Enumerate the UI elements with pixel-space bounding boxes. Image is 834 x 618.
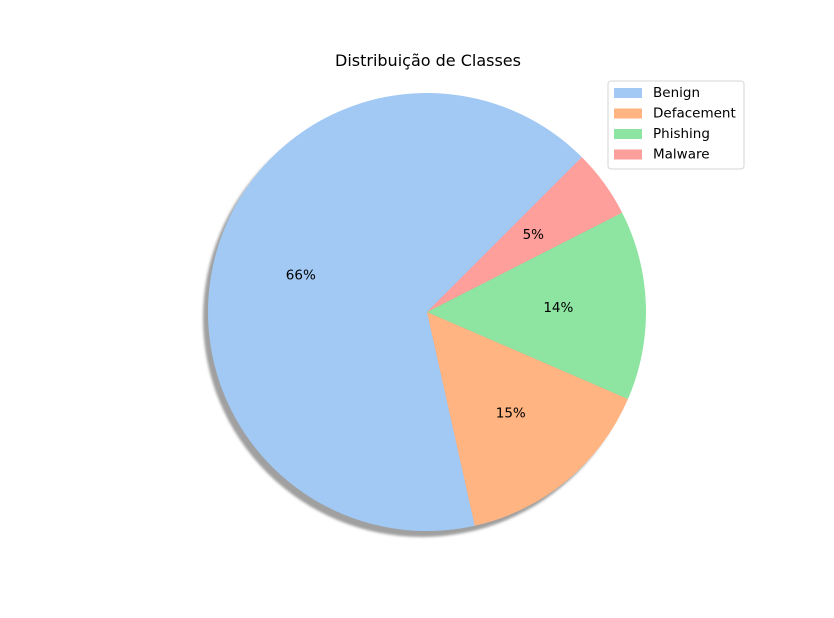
legend-swatch-phishing — [614, 129, 642, 139]
pie-slice-benign — [208, 93, 582, 532]
legend: Benign Defacement Phishing Malware — [607, 80, 745, 170]
legend-label-phishing: Phishing — [653, 126, 710, 142]
pie-slice-malware — [427, 157, 623, 312]
legend-label-malware: Malware — [653, 147, 710, 163]
legend-swatch-malware — [614, 149, 642, 160]
pie-slice-defacement — [427, 312, 628, 526]
legend-swatch-benign — [614, 88, 642, 98]
pct-label-defacement: 15% — [496, 405, 526, 421]
pie-slices — [208, 93, 647, 532]
chart-title: Distribuição de Classes — [335, 51, 521, 70]
legend-box — [607, 80, 745, 170]
legend-swatch-defacement — [614, 108, 642, 119]
pie-slice-phishing — [427, 212, 647, 399]
pct-label-phishing: 14% — [543, 300, 573, 316]
legend-label-defacement: Defacement — [653, 106, 736, 122]
pct-label-benign: 66% — [286, 267, 316, 283]
legend-label-benign: Benign — [653, 85, 700, 101]
percentage-labels: 66% 15% 14% 5% — [286, 227, 574, 421]
pct-label-malware: 5% — [523, 227, 545, 243]
